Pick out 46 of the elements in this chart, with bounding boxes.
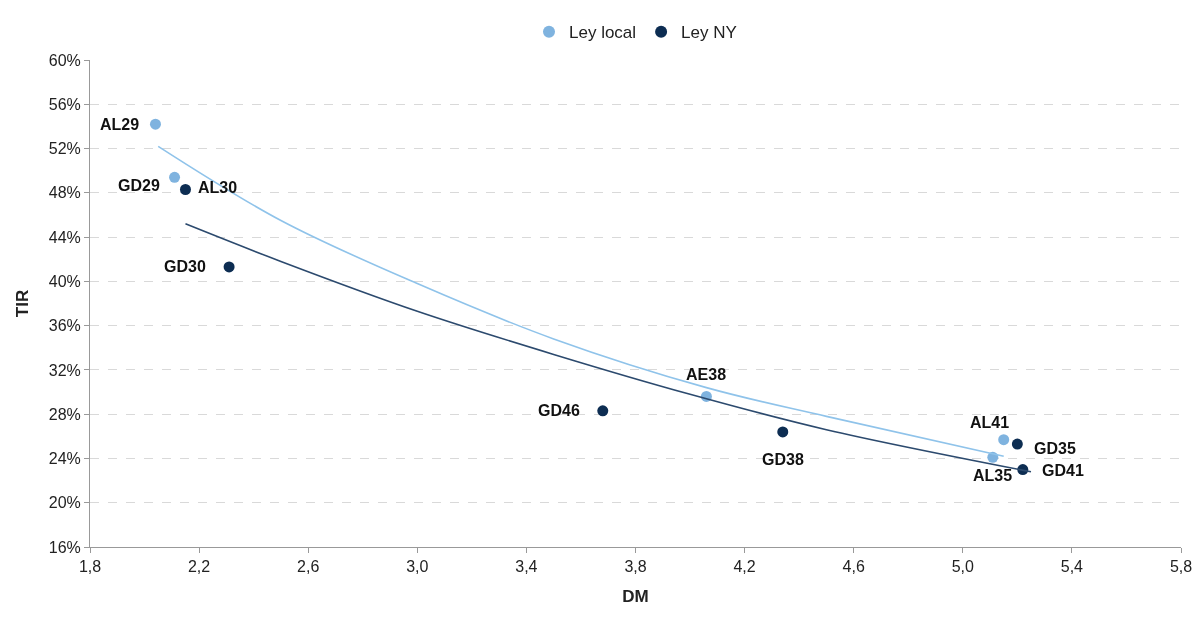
point bbox=[597, 405, 609, 417]
y-tick-label: 16% bbox=[48, 538, 81, 556]
point bbox=[149, 118, 161, 130]
annotation: AL41 bbox=[970, 414, 1010, 431]
annotation: AL35 bbox=[973, 467, 1013, 484]
y-tick-label: 56% bbox=[48, 95, 81, 113]
x-tick-label: 5,8 bbox=[1169, 558, 1193, 576]
x-tick-label: 5,4 bbox=[1060, 558, 1084, 576]
y-tick-label: 40% bbox=[48, 272, 81, 290]
y-tick-label: 36% bbox=[48, 317, 81, 335]
y-tick-label: 60% bbox=[48, 51, 81, 69]
annotation: GD29 bbox=[118, 177, 160, 194]
point bbox=[169, 171, 181, 183]
x-tick-label: 2,6 bbox=[297, 558, 320, 576]
x-tick-label: 3,0 bbox=[406, 558, 429, 576]
annotation: GD46 bbox=[538, 402, 580, 419]
annotation: AE38 bbox=[686, 366, 727, 383]
annotation: GD41 bbox=[1042, 462, 1084, 479]
x-axis-title: DM bbox=[622, 586, 649, 606]
x-tick-label: 4,6 bbox=[842, 558, 865, 576]
annotation: AL30 bbox=[198, 179, 238, 196]
x-tick-label: 1,8 bbox=[78, 558, 102, 576]
point bbox=[998, 434, 1010, 446]
x-tick-label: 4,2 bbox=[733, 558, 756, 576]
y-tick-label: 48% bbox=[48, 184, 81, 202]
annotation: AL29 bbox=[100, 116, 140, 133]
x-tick-label: 2,2 bbox=[187, 558, 211, 576]
y-tick-label: 24% bbox=[48, 450, 81, 468]
y-tick-label: 52% bbox=[48, 140, 81, 158]
y-tick-label: 44% bbox=[48, 228, 81, 246]
point bbox=[223, 261, 235, 273]
y-tick-label: 28% bbox=[48, 405, 81, 423]
point bbox=[777, 426, 789, 438]
y-tick-label: 20% bbox=[48, 494, 81, 512]
point bbox=[1011, 438, 1023, 450]
x-tick-label: 3,8 bbox=[624, 558, 647, 576]
legend-label: Ley NY bbox=[681, 23, 737, 43]
annotation: GD35 bbox=[1034, 440, 1076, 457]
annotation: GD38 bbox=[762, 451, 804, 468]
point bbox=[179, 184, 191, 195]
x-tick-label: 5,0 bbox=[951, 558, 975, 576]
y-tick-label: 32% bbox=[48, 361, 81, 379]
x-tick-label: 3,4 bbox=[515, 558, 538, 576]
y-axis-title: TIR bbox=[13, 289, 33, 318]
annotation: GD30 bbox=[164, 258, 206, 275]
legend-label: Ley local bbox=[569, 23, 637, 43]
